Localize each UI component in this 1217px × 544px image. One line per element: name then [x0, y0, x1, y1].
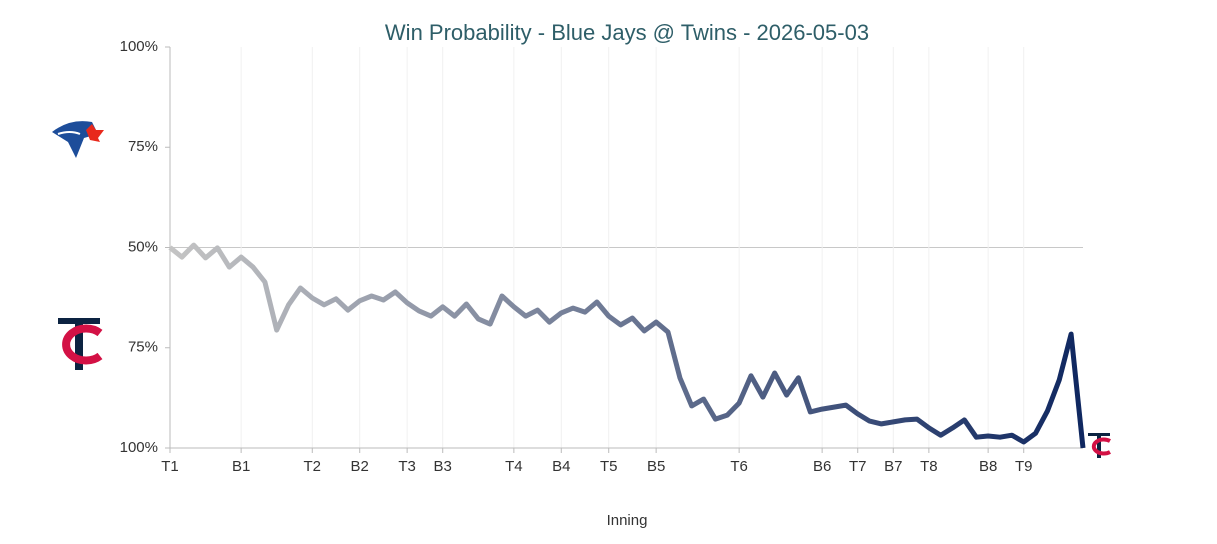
x-tick-label: B4: [552, 458, 570, 475]
chart-title: Win Probability - Blue Jays @ Twins - 20…: [385, 20, 869, 45]
x-tick-label: T7: [849, 458, 867, 475]
win-probability-line: [168, 242, 1086, 449]
y-tick-label: 50%: [128, 238, 158, 255]
x-tick-label: T9: [1015, 458, 1033, 475]
twins-logo-end: [1088, 433, 1111, 458]
x-tick-label: T6: [730, 458, 748, 475]
x-tick-label: B3: [434, 458, 452, 475]
x-axis-label: Inning: [607, 512, 648, 529]
x-tick-label: T1: [161, 458, 179, 475]
y-tick-label: 100%: [120, 439, 158, 456]
x-tick-label: B1: [232, 458, 250, 475]
twins-logo: [58, 318, 103, 370]
y-tick-label: 100%: [120, 38, 158, 55]
blue-jays-logo: [52, 121, 104, 158]
x-tick-label: B8: [979, 458, 997, 475]
x-tick-label: B7: [884, 458, 902, 475]
x-tick-label: B6: [813, 458, 831, 475]
y-tick-label: 75%: [128, 138, 158, 155]
x-tick-label: B5: [647, 458, 665, 475]
y-tick-label: 75%: [128, 339, 158, 356]
x-tick-label: T3: [398, 458, 416, 475]
x-tick-label: T5: [600, 458, 618, 475]
x-tick-label: T8: [920, 458, 938, 475]
x-tick-label: T4: [505, 458, 523, 475]
x-tick-label: B2: [351, 458, 369, 475]
x-tick-label: T2: [304, 458, 322, 475]
grid: [169, 47, 1083, 448]
